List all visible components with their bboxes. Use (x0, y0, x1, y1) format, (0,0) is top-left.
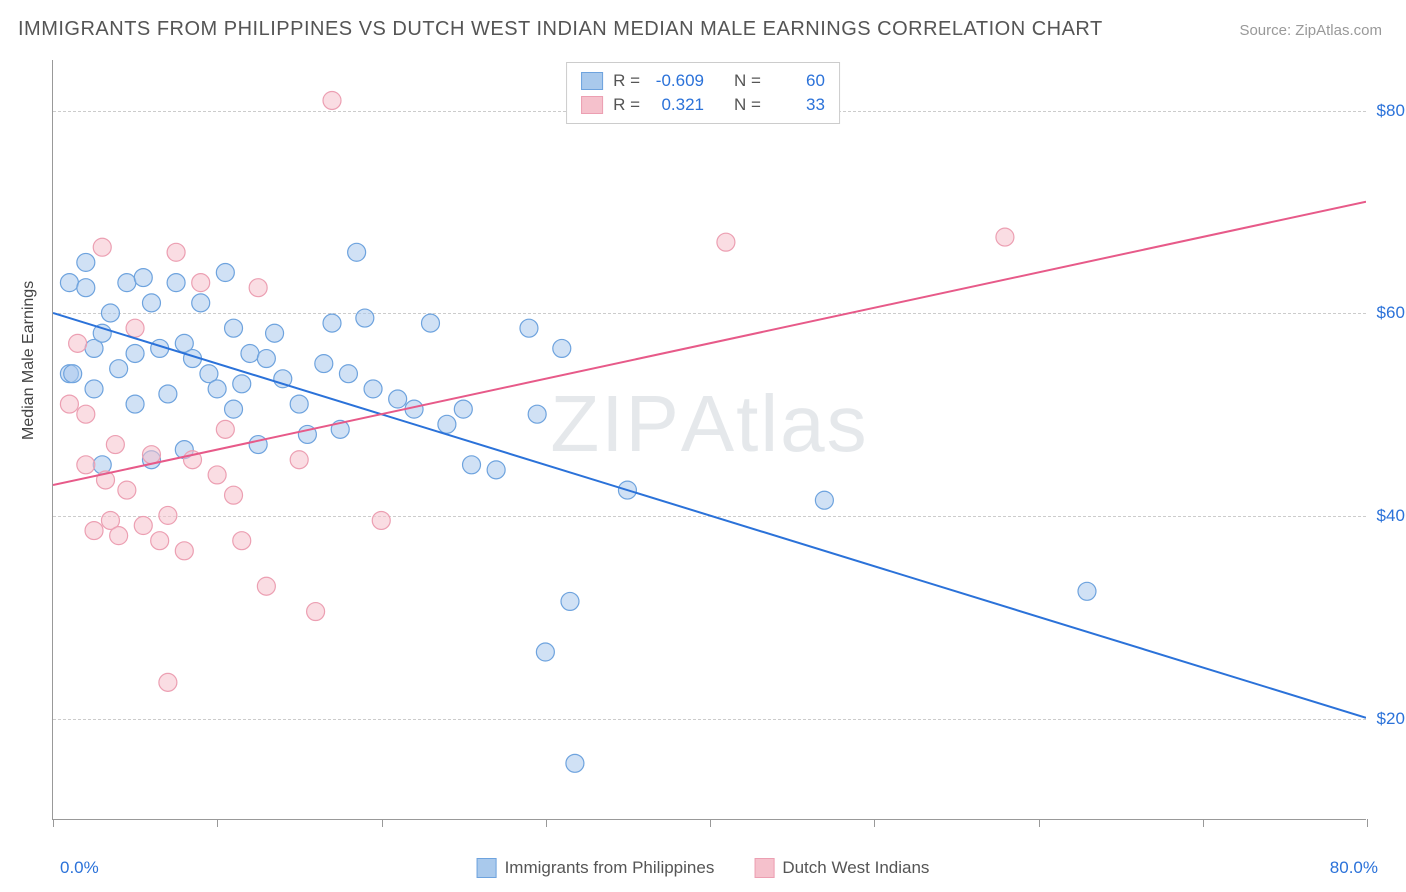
legend-item-b: Dutch West Indians (754, 858, 929, 878)
x-min-label: 0.0% (60, 858, 99, 878)
y-tick-label: $40,000 (1377, 506, 1406, 526)
swatch-blue-icon (581, 72, 603, 90)
chart-title: IMMIGRANTS FROM PHILIPPINES VS DUTCH WES… (18, 18, 1103, 41)
y-tick-label: $20,000 (1377, 709, 1406, 729)
swatch-pink-icon (754, 858, 774, 878)
stats-row-a: R = -0.609 N = 60 (581, 69, 825, 93)
stats-legend: R = -0.609 N = 60 R = 0.321 N = 33 (566, 62, 840, 124)
plot-area: ZIPAtlas $20,000$40,000$60,000$80,000 (52, 60, 1366, 820)
n-value-b: 33 (771, 95, 825, 115)
r-value-b: 0.321 (650, 95, 704, 115)
swatch-pink-icon (581, 96, 603, 114)
chart-svg (53, 60, 1366, 819)
y-tick-label: $60,000 (1377, 303, 1406, 323)
x-max-label: 80.0% (1330, 858, 1378, 878)
source-label: Source: ZipAtlas.com (1239, 22, 1382, 39)
y-axis-title: Median Male Earnings (20, 281, 38, 440)
series-legend: Immigrants from Philippines Dutch West I… (477, 858, 930, 878)
n-value-a: 60 (771, 71, 825, 91)
swatch-blue-icon (477, 858, 497, 878)
legend-item-a: Immigrants from Philippines (477, 858, 715, 878)
y-tick-label: $80,000 (1377, 101, 1406, 121)
stats-row-b: R = 0.321 N = 33 (581, 93, 825, 117)
r-value-a: -0.609 (650, 71, 704, 91)
